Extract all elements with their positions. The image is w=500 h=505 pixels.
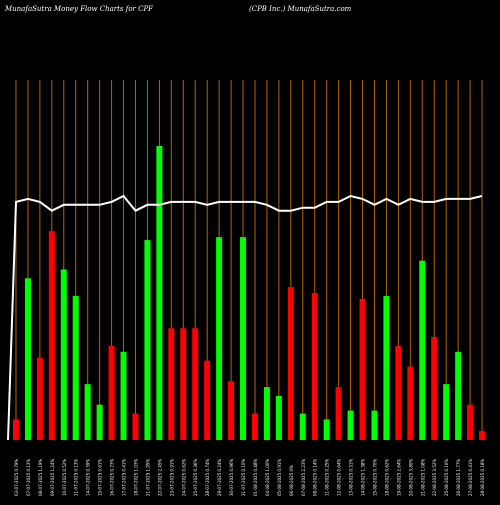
money-flow-bar: [84, 384, 91, 440]
x-tick-label: 26-08-2025 1.77%: [456, 459, 461, 496]
money-flow-bar: [216, 237, 223, 440]
x-tick-label: 11-07-2025 0.13%: [74, 459, 79, 496]
money-flow-bar: [431, 337, 438, 440]
x-tick-label: 21-08-2025 1.08%: [420, 459, 425, 496]
x-tick-label: 27-08-2025 0.41%: [468, 459, 473, 496]
money-flow-bar: [132, 413, 139, 440]
x-tick-label: 05-08-2025 0.91%: [277, 459, 282, 496]
money-flow-bar: [479, 431, 486, 440]
x-tick-label: 07-08-2025 2.23%: [301, 459, 306, 496]
money-flow-bar: [287, 287, 294, 440]
money-flow-bar: [359, 298, 366, 440]
x-tick-label: 01-08-2025 0.48%: [253, 459, 258, 496]
x-tick-label: 18-08-2025 0.62%: [384, 459, 389, 496]
x-tick-label: 24-07-2025 0.62%: [181, 459, 186, 496]
money-flow-bar: [228, 381, 235, 440]
x-tick-label: 07-07-2025 0.13%: [26, 459, 31, 496]
money-flow-bar: [443, 384, 450, 440]
money-flow-bar: [323, 419, 330, 440]
x-tick-label: 31-07-2025 0.10%: [241, 459, 246, 496]
money-flow-bar: [395, 345, 402, 440]
x-tick-label: 21-07-2025 1.95%: [145, 459, 150, 496]
money-flow-bar: [36, 357, 43, 440]
money-flow-bar: [72, 295, 79, 440]
x-tick-label: 22-07-2025 2.45%: [157, 459, 162, 496]
money-flow-bar: [407, 366, 414, 440]
x-tick-label: 25-08-2025 0.10%: [444, 459, 449, 496]
money-flow-bar: [60, 269, 67, 440]
x-tick-label: 18-07-2025 1.03%: [133, 459, 138, 496]
x-tick-label: 06-08-2025 0%: [289, 465, 294, 496]
x-tick-label: 09-07-2025 1.24%: [50, 459, 55, 496]
header-left-title: MunafaSutra Money Flow Charts for CPF: [5, 5, 154, 13]
money-flow-bar: [24, 278, 31, 440]
money-flow-bar: [120, 351, 127, 440]
money-flow-bar: [347, 410, 354, 440]
money-flow-bar: [275, 395, 282, 440]
x-tick-label: 28-07-2025 0.74%: [205, 459, 210, 496]
x-tick-label: 04-08-2025 1.00%: [265, 459, 270, 496]
x-tick-label: 16-07-2025 0.73%: [110, 459, 115, 496]
x-tick-label: 25-07-2025 0.36%: [193, 459, 198, 496]
money-flow-bar: [371, 410, 378, 440]
x-tick-label: 14-07-2025 0.39%: [86, 459, 91, 496]
x-tick-label: 20-08-2025 3.80%: [408, 459, 413, 496]
x-tick-label: 22-08-2025 3.52%: [432, 459, 437, 496]
money-flow-bar: [419, 260, 426, 440]
money-flow-bar: [96, 404, 103, 440]
money-flow-bar: [240, 237, 247, 440]
x-tick-label: 13-08-2025 0.31%: [349, 459, 354, 496]
x-tick-label: 17-07-2025 0.41%: [122, 459, 127, 496]
x-tick-label: 08-07-2025 1.19%: [38, 459, 43, 496]
x-tick-label: 23-07-2025 0.91%: [169, 459, 174, 496]
money-flow-bar: [263, 387, 270, 440]
x-tick-label: 15-07-2025 0.61%: [98, 459, 103, 496]
money-flow-bar: [204, 360, 211, 440]
money-flow-bar: [108, 345, 115, 440]
x-tick-label: 29-07-2025 0.24%: [217, 459, 222, 496]
money-flow-bar: [192, 328, 199, 440]
money-flow-bar: [48, 231, 55, 440]
money-flow-bar: [168, 328, 175, 440]
money-flow-bar: [299, 413, 306, 440]
money-flow-bar: [335, 387, 342, 440]
money-flow-bar: [156, 146, 163, 440]
money-flow-bar: [311, 293, 318, 440]
money-flow-bar: [180, 328, 187, 440]
money-flow-bar: [12, 419, 19, 440]
x-tick-label: 19-08-2025 2.64%: [396, 459, 401, 496]
x-tick-label: 14-08-2025 1.38%: [361, 459, 366, 496]
money-flow-bar: [144, 240, 151, 440]
x-tick-label: 28-08-2025 0.18%: [480, 459, 485, 496]
money-flow-bar: [455, 351, 462, 440]
x-tick-label: 03-07-2025 0.79%: [14, 459, 19, 496]
price-line: [7, 194, 483, 441]
money-flow-bar: [383, 295, 390, 440]
x-tick-label: 10-07-2025 0.52%: [62, 459, 67, 496]
money-flow-bar: [251, 413, 258, 440]
x-tick-label: 12-08-2025 0.64%: [337, 459, 342, 496]
header-right-title: (CPB Inc.) MunafaSutra.com: [249, 5, 352, 13]
money-flow-bar: [467, 404, 474, 440]
x-tick-label: 11-08-2025 0.25%: [325, 459, 330, 496]
x-tick-label: 30-07-2025 0.96%: [229, 459, 234, 496]
x-tick-label: 08-08-2025 0.14%: [313, 459, 318, 496]
x-tick-label: 15-08-2025 0.70%: [372, 459, 377, 496]
